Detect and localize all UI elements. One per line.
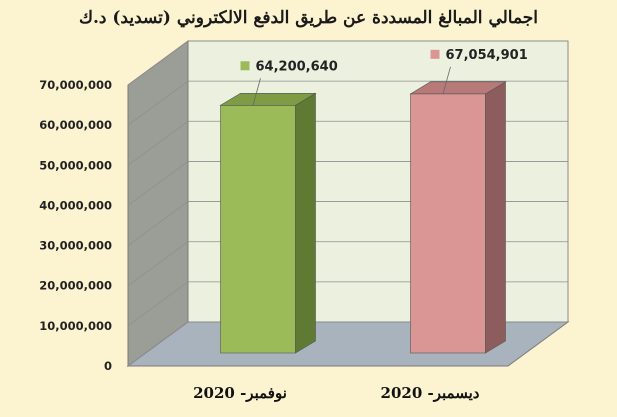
x-tick-label: ديسمبر- 2020 <box>381 384 480 402</box>
y-tick-label: 60,000,000 <box>39 118 112 132</box>
data-label-leader <box>442 66 451 94</box>
x-tick-label: نوفمبر- 2020 <box>193 384 287 402</box>
data-label-swatch <box>430 49 440 59</box>
data-label-leader <box>252 78 261 106</box>
bar-side <box>485 81 506 354</box>
y-tick-label: 20,000,000 <box>39 279 112 293</box>
y-tick-label: 40,000,000 <box>39 198 112 212</box>
bar <box>410 93 486 354</box>
data-label: 64,200,640 <box>256 59 338 74</box>
data-label-swatch <box>240 61 250 71</box>
bar-top <box>219 92 317 106</box>
side-wall <box>127 40 189 367</box>
y-tick-label: 30,000,000 <box>39 239 112 253</box>
chart-title: اجمالي المبالغ المسددة عن طريق الدفع الا… <box>78 8 539 28</box>
bar-side <box>295 92 316 354</box>
data-label: 67,054,901 <box>446 48 528 63</box>
y-tick-label: 10,000,000 <box>39 319 112 333</box>
y-tick-label: 70,000,000 <box>39 78 112 92</box>
bar-top <box>409 81 507 95</box>
y-tick-label: 0 <box>104 359 112 373</box>
y-tick-label: 50,000,000 <box>39 158 112 172</box>
bar <box>220 104 296 354</box>
gridline <box>127 80 568 126</box>
gridline <box>127 40 568 86</box>
